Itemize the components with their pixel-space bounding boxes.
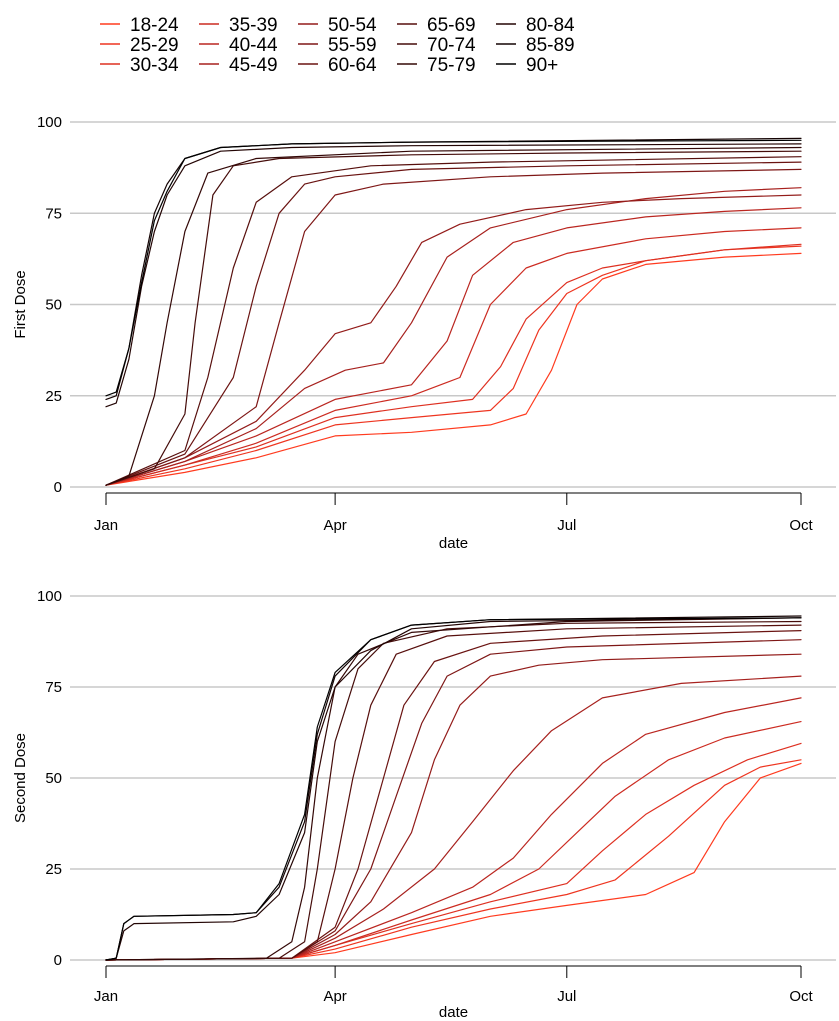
y-tick-label: 75 <box>45 679 62 696</box>
series-line-50-54 <box>106 654 801 960</box>
x-axis-title: date <box>439 535 468 552</box>
series-line-65-69 <box>106 625 801 960</box>
series-line-85-89 <box>106 138 801 399</box>
legend-label-35-39: 35-39 <box>229 15 278 36</box>
series-line-80-84 <box>106 618 801 960</box>
y-tick-label: 50 <box>45 770 62 787</box>
first-dose-panel: 0 25 50 75 100 Jan Apr Jul Oct date First Dose <box>12 114 836 552</box>
series-line-75-79 <box>106 618 801 960</box>
series-line-35-39 <box>106 228 801 485</box>
series-line-40-44 <box>106 698 801 960</box>
legend-label-70-74: 70-74 <box>427 35 476 56</box>
series-line-18-24 <box>106 763 801 960</box>
legend-label-45-49: 45-49 <box>229 55 278 76</box>
legend-label-85-89: 85-89 <box>526 35 575 56</box>
y-axis-title: First Dose <box>12 270 29 338</box>
series-line-25-29 <box>106 760 801 960</box>
legend-label-80-84: 80-84 <box>526 15 575 36</box>
series-line-90+ <box>106 140 801 395</box>
series-line-50-54 <box>106 195 801 485</box>
y-tick-label: 0 <box>54 952 62 969</box>
series-line-70-74 <box>106 151 801 485</box>
series-line-45-49 <box>106 188 801 486</box>
x-tick-label: Oct <box>789 517 813 534</box>
y-tick-label: 25 <box>45 861 62 878</box>
legend-label-65-69: 65-69 <box>427 15 476 36</box>
legend-label-60-64: 60-64 <box>328 55 377 76</box>
y-tick-label: 100 <box>37 588 62 605</box>
legend-label-25-29: 25-29 <box>130 35 179 56</box>
series-line-90+ <box>106 618 801 960</box>
y-tick-label: 0 <box>54 479 62 496</box>
y-tick-label: 25 <box>45 388 62 405</box>
y-tick-label: 50 <box>45 297 62 314</box>
y-tick-label: 75 <box>45 205 62 222</box>
series-line-60-64 <box>106 631 801 960</box>
legend-label-18-24: 18-24 <box>130 15 179 36</box>
y-tick-label: 100 <box>37 114 62 131</box>
second-dose-panel: 0 25 50 75 100 Jan Apr Jul Oct date Second Dose <box>12 588 836 1021</box>
x-axis-title: date <box>439 1004 468 1021</box>
x-tick-label: Apr <box>323 517 346 534</box>
series-line-85-89 <box>106 616 801 960</box>
x-tick-label: Apr <box>323 988 346 1005</box>
x-tick-label: Jan <box>94 988 118 1005</box>
x-tick-label: Oct <box>789 988 813 1005</box>
legend-label-30-34: 30-34 <box>130 55 179 76</box>
x-tick-label: Jul <box>557 988 576 1005</box>
y-axis-title: Second Dose <box>12 733 29 823</box>
legend-label-55-59: 55-59 <box>328 35 377 56</box>
legend-label-75-79: 75-79 <box>427 55 476 76</box>
x-tick-label: Jul <box>557 517 576 534</box>
legend-label-90+: 90+ <box>526 55 558 76</box>
series-line-30-34 <box>106 743 801 960</box>
x-tick-label: Jan <box>94 517 118 534</box>
legend-label-50-54: 50-54 <box>328 15 377 36</box>
legend-label-40-44: 40-44 <box>229 35 278 56</box>
series-line-65-69 <box>106 157 801 486</box>
series-line-40-44 <box>106 208 801 485</box>
